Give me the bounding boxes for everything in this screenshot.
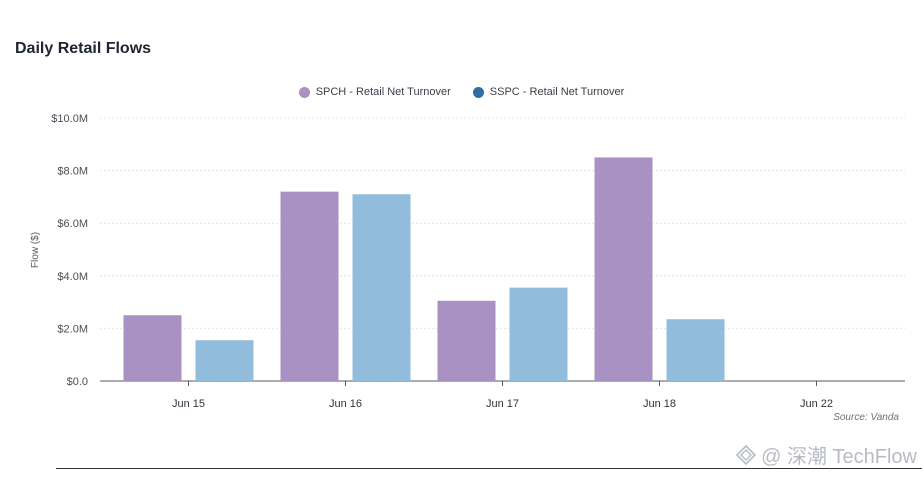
bottom-divider bbox=[56, 468, 922, 469]
chart-legend: SPCH - Retail Net Turnover SSPC - Retail… bbox=[0, 86, 923, 98]
y-tick-label: $8.0M bbox=[57, 166, 88, 178]
legend-label-sspc: SSPC - Retail Net Turnover bbox=[489, 86, 625, 98]
x-tick-label: Jun 18 bbox=[643, 398, 676, 410]
x-tick-label: Jun 15 bbox=[172, 398, 205, 410]
legend-dot-spch bbox=[298, 86, 310, 98]
y-tick-label: $0.0 bbox=[67, 376, 88, 388]
y-tick-label: $4.0M bbox=[57, 271, 88, 283]
bar-spch bbox=[437, 300, 496, 381]
bar-sspc bbox=[352, 194, 411, 381]
source-note: Source: Vanda bbox=[833, 412, 899, 423]
y-tick-label: $2.0M bbox=[57, 323, 88, 335]
x-tick-label: Jun 22 bbox=[800, 398, 833, 410]
legend-label-spch: SPCH - Retail Net Turnover bbox=[315, 86, 451, 98]
chart-title: Daily Retail Flows bbox=[15, 40, 152, 57]
legend-item-spch[interactable]: SPCH - Retail Net Turnover bbox=[298, 86, 451, 98]
bar-spch bbox=[123, 315, 182, 381]
x-tick-label: Jun 16 bbox=[329, 398, 362, 410]
bar-sspc bbox=[509, 287, 568, 381]
watermark: @ 深潮 TechFlow bbox=[735, 440, 917, 469]
bar-spch bbox=[280, 191, 339, 381]
diamond-logo-icon bbox=[735, 444, 757, 465]
x-tick-label: Jun 17 bbox=[486, 398, 519, 410]
y-tick-label: $6.0M bbox=[57, 218, 88, 230]
bar-sspc bbox=[195, 340, 254, 381]
bar-spch bbox=[594, 157, 653, 381]
bar-sspc bbox=[666, 319, 725, 381]
legend-dot-sspc bbox=[472, 86, 484, 98]
y-tick-label: $10.0M bbox=[51, 113, 88, 125]
y-axis-title: Flow ($) bbox=[30, 232, 41, 268]
watermark-text: @ 深潮 TechFlow bbox=[761, 446, 917, 468]
legend-item-sspc[interactable]: SSPC - Retail Net Turnover bbox=[472, 86, 625, 98]
